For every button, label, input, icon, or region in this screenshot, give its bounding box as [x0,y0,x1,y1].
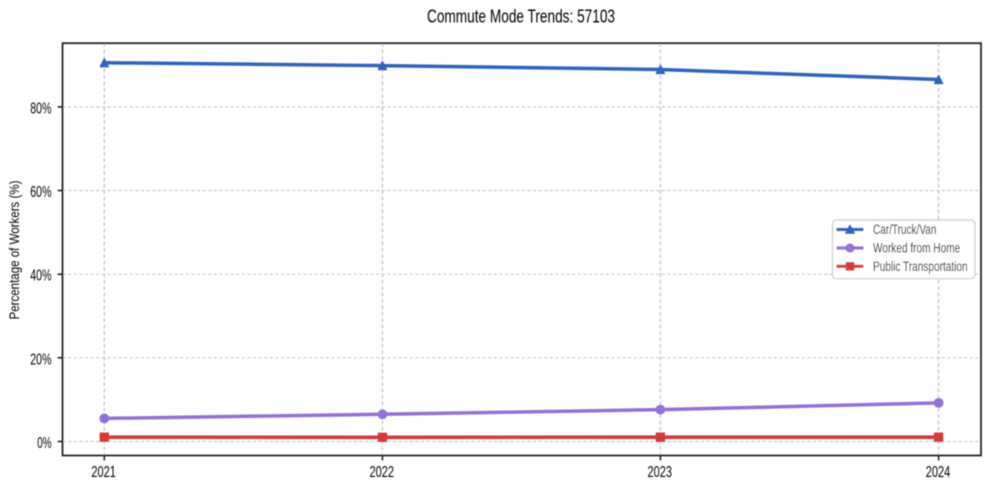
svg-text:60%: 60% [30,184,51,201]
svg-text:2023: 2023 [648,464,673,481]
svg-text:2024: 2024 [926,464,951,481]
svg-text:40%: 40% [30,268,51,285]
svg-text:0%: 0% [37,435,51,452]
svg-text:2021: 2021 [91,464,116,481]
svg-text:2022: 2022 [370,464,395,481]
svg-text:80%: 80% [30,100,51,117]
svg-text:Commute Mode Trends: 57103: Commute Mode Trends: 57103 [427,6,615,27]
svg-text:Car/Truck/Van: Car/Truck/Van [873,222,936,237]
svg-text:Worked from Home: Worked from Home [873,241,960,256]
svg-text:20%: 20% [30,351,51,368]
svg-text:Percentage of Workers (%): Percentage of Workers (%) [6,181,22,320]
svg-text:Public Transportation: Public Transportation [873,259,968,274]
